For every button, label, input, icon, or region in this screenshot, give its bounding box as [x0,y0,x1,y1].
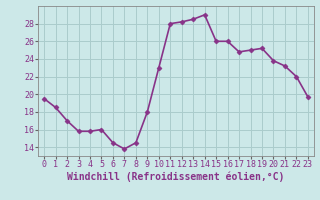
X-axis label: Windchill (Refroidissement éolien,°C): Windchill (Refroidissement éolien,°C) [67,172,285,182]
